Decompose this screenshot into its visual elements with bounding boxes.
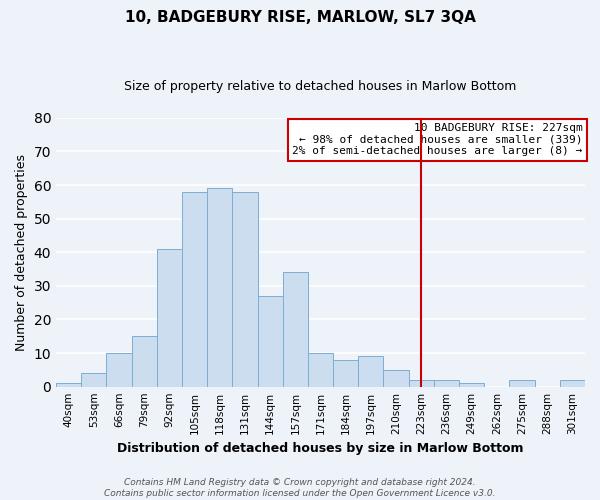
Bar — [560, 380, 585, 386]
Bar — [81, 373, 106, 386]
Bar — [409, 380, 434, 386]
Bar — [56, 384, 81, 386]
Bar — [207, 188, 232, 386]
Text: 10 BADGEBURY RISE: 227sqm
← 98% of detached houses are smaller (339)
2% of semi-: 10 BADGEBURY RISE: 227sqm ← 98% of detac… — [292, 123, 583, 156]
Y-axis label: Number of detached properties: Number of detached properties — [15, 154, 28, 350]
Bar — [434, 380, 459, 386]
Bar — [232, 192, 257, 386]
Bar — [257, 296, 283, 386]
Title: Size of property relative to detached houses in Marlow Bottom: Size of property relative to detached ho… — [124, 80, 517, 93]
Bar — [106, 353, 131, 386]
Bar — [283, 272, 308, 386]
Text: 10, BADGEBURY RISE, MARLOW, SL7 3QA: 10, BADGEBURY RISE, MARLOW, SL7 3QA — [125, 10, 475, 25]
Bar — [509, 380, 535, 386]
Bar — [131, 336, 157, 386]
X-axis label: Distribution of detached houses by size in Marlow Bottom: Distribution of detached houses by size … — [117, 442, 524, 455]
Bar — [157, 249, 182, 386]
Bar — [358, 356, 383, 386]
Text: Contains HM Land Registry data © Crown copyright and database right 2024.
Contai: Contains HM Land Registry data © Crown c… — [104, 478, 496, 498]
Bar — [383, 370, 409, 386]
Bar — [308, 353, 333, 386]
Bar — [182, 192, 207, 386]
Bar — [459, 384, 484, 386]
Bar — [333, 360, 358, 386]
